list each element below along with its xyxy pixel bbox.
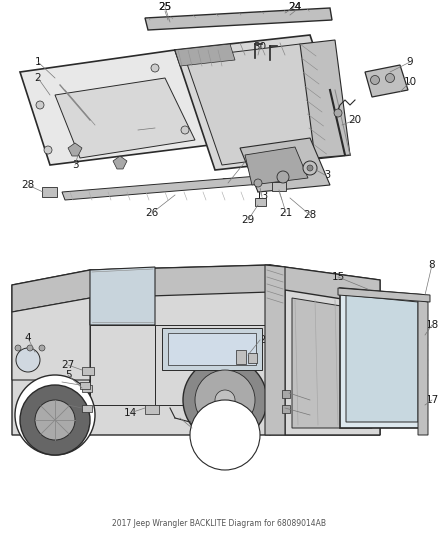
Text: 13: 13 (255, 191, 268, 201)
Polygon shape (270, 265, 380, 435)
Text: 7: 7 (189, 423, 195, 433)
FancyBboxPatch shape (145, 405, 159, 414)
Text: 15: 15 (332, 272, 345, 282)
Polygon shape (340, 288, 425, 428)
Polygon shape (12, 265, 380, 312)
Text: 8: 8 (429, 260, 435, 270)
Text: 28: 28 (21, 180, 35, 190)
Circle shape (44, 146, 52, 154)
Circle shape (181, 126, 189, 134)
Text: 28: 28 (304, 210, 317, 220)
Text: 5: 5 (65, 370, 71, 380)
Polygon shape (145, 8, 332, 30)
Circle shape (39, 345, 45, 351)
Text: 25: 25 (159, 2, 172, 12)
FancyBboxPatch shape (82, 405, 92, 412)
Polygon shape (12, 298, 90, 380)
Circle shape (254, 179, 262, 187)
Text: 2017 Jeep Wrangler BACKLITE Diagram for 68089014AB: 2017 Jeep Wrangler BACKLITE Diagram for … (112, 519, 326, 528)
FancyBboxPatch shape (282, 405, 290, 413)
Text: 20: 20 (349, 115, 361, 125)
Polygon shape (68, 143, 82, 156)
Text: 27: 27 (61, 360, 74, 370)
Text: 17: 17 (425, 395, 438, 405)
Polygon shape (300, 40, 350, 158)
Text: 25: 25 (159, 2, 172, 12)
Circle shape (215, 390, 235, 410)
Text: 18: 18 (425, 320, 438, 330)
Text: 12: 12 (253, 335, 267, 345)
Polygon shape (365, 65, 408, 97)
Polygon shape (185, 44, 338, 165)
FancyBboxPatch shape (236, 350, 246, 364)
Text: 29: 29 (241, 215, 254, 225)
FancyBboxPatch shape (282, 390, 290, 398)
Polygon shape (90, 325, 155, 405)
FancyBboxPatch shape (272, 182, 286, 191)
Circle shape (15, 375, 95, 455)
Polygon shape (162, 328, 262, 370)
Polygon shape (265, 265, 285, 435)
Circle shape (27, 345, 33, 351)
Text: 4: 4 (25, 333, 31, 343)
Text: 26: 26 (145, 208, 159, 218)
Circle shape (36, 101, 44, 109)
Polygon shape (12, 270, 90, 435)
Polygon shape (168, 333, 256, 365)
Polygon shape (418, 300, 428, 435)
Circle shape (35, 400, 75, 440)
FancyBboxPatch shape (82, 385, 92, 392)
FancyBboxPatch shape (248, 353, 257, 363)
Text: 6: 6 (59, 377, 65, 387)
Text: 23: 23 (318, 170, 332, 180)
Text: 5: 5 (65, 400, 71, 410)
Circle shape (151, 64, 159, 72)
Polygon shape (113, 156, 127, 169)
FancyBboxPatch shape (255, 198, 266, 206)
Text: 11: 11 (131, 125, 145, 135)
Text: 16: 16 (304, 395, 317, 405)
Polygon shape (240, 138, 330, 192)
Polygon shape (20, 50, 210, 165)
Polygon shape (55, 78, 195, 158)
Text: 10: 10 (403, 77, 417, 87)
Circle shape (190, 400, 260, 470)
Polygon shape (155, 325, 270, 405)
Circle shape (307, 165, 313, 171)
Circle shape (195, 370, 255, 430)
FancyBboxPatch shape (42, 187, 57, 197)
FancyBboxPatch shape (80, 382, 90, 389)
Text: 21: 21 (279, 208, 293, 218)
Circle shape (371, 76, 379, 85)
Polygon shape (90, 267, 155, 325)
Polygon shape (292, 298, 372, 428)
Text: 22: 22 (221, 178, 235, 188)
Text: 14: 14 (124, 408, 137, 418)
Text: 24: 24 (288, 2, 302, 12)
Circle shape (20, 385, 90, 455)
Circle shape (15, 345, 21, 351)
Polygon shape (175, 44, 235, 66)
Text: 9: 9 (407, 57, 413, 67)
Polygon shape (245, 147, 308, 185)
Text: 2: 2 (35, 73, 41, 83)
Text: 30: 30 (254, 42, 267, 52)
Polygon shape (175, 35, 350, 170)
Circle shape (334, 109, 342, 117)
Text: 18: 18 (304, 410, 317, 420)
Circle shape (385, 74, 395, 83)
Polygon shape (285, 290, 380, 435)
Circle shape (16, 348, 40, 372)
Circle shape (303, 161, 317, 175)
Text: 24: 24 (288, 2, 302, 12)
Polygon shape (346, 295, 418, 422)
FancyBboxPatch shape (82, 367, 94, 375)
Polygon shape (90, 265, 270, 435)
Circle shape (277, 171, 289, 183)
Polygon shape (62, 173, 298, 200)
Polygon shape (338, 288, 430, 302)
Circle shape (183, 358, 267, 442)
Text: 1: 1 (35, 57, 41, 67)
Text: 3: 3 (72, 160, 78, 170)
